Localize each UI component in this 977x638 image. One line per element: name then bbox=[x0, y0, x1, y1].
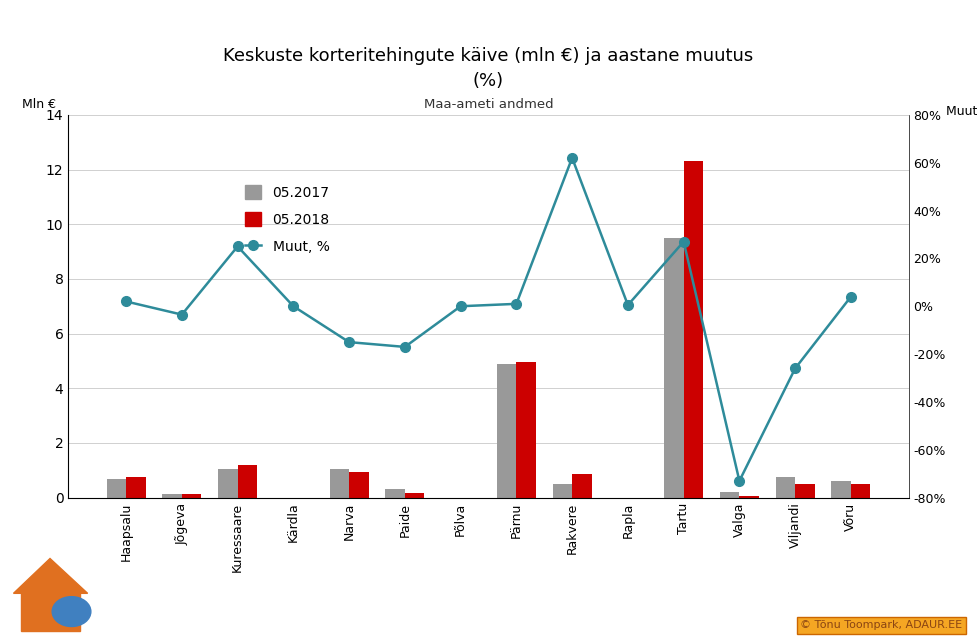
Bar bbox=[851, 484, 871, 498]
Bar bbox=[218, 469, 237, 498]
Bar bbox=[573, 475, 592, 498]
Bar bbox=[106, 478, 126, 498]
Text: Mln €: Mln € bbox=[22, 98, 57, 111]
Circle shape bbox=[52, 597, 91, 627]
Text: (%): (%) bbox=[473, 72, 504, 90]
Bar bbox=[795, 484, 815, 498]
Bar bbox=[553, 484, 573, 498]
Bar bbox=[720, 492, 740, 498]
Text: Keskuste korteritehingute käive (mln €) ja aastane muutus: Keskuste korteritehingute käive (mln €) … bbox=[224, 47, 753, 65]
Bar bbox=[776, 477, 795, 498]
Text: Maa-ameti andmed: Maa-ameti andmed bbox=[424, 98, 553, 111]
Polygon shape bbox=[14, 558, 88, 593]
Legend: 05.2017, 05.2018, Muut, %: 05.2017, 05.2018, Muut, % bbox=[239, 179, 335, 260]
Text: © Tõnu Toompark, ADAUR.EE: © Tõnu Toompark, ADAUR.EE bbox=[800, 620, 962, 630]
Bar bbox=[497, 364, 517, 498]
Bar bbox=[517, 362, 536, 498]
Bar bbox=[329, 469, 349, 498]
Bar bbox=[349, 471, 368, 498]
FancyBboxPatch shape bbox=[21, 593, 80, 630]
Bar bbox=[404, 493, 424, 498]
Bar bbox=[831, 481, 851, 498]
Bar bbox=[182, 494, 201, 498]
Bar bbox=[385, 489, 404, 498]
Bar bbox=[684, 161, 703, 498]
Bar bbox=[740, 496, 759, 498]
Bar bbox=[126, 477, 146, 498]
Bar bbox=[162, 494, 182, 498]
Y-axis label: Muut, %: Muut, % bbox=[946, 105, 977, 118]
Bar bbox=[664, 238, 684, 498]
Bar bbox=[237, 465, 257, 498]
